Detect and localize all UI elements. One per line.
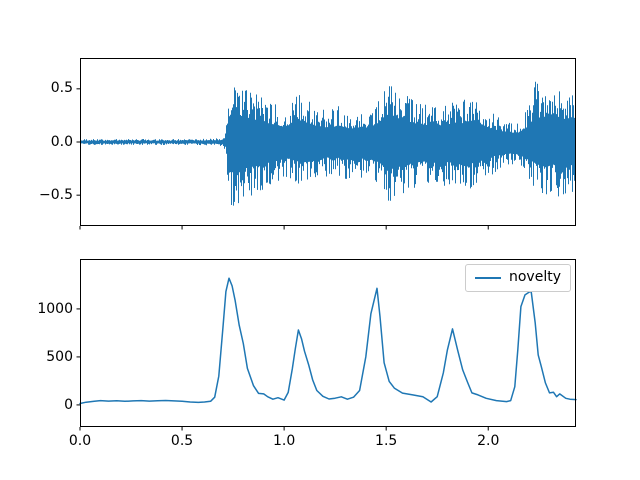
y-tick-label: 0 bbox=[64, 397, 73, 414]
legend-label: novelty bbox=[508, 269, 561, 286]
y-tick-label: −0.5 bbox=[39, 186, 73, 203]
waveform-axes bbox=[76, 57, 576, 230]
waveform-series bbox=[80, 81, 576, 206]
novelty-axes: novelty bbox=[76, 259, 577, 431]
waveform-plot bbox=[76, 57, 576, 230]
y-tick-label: 1000 bbox=[37, 301, 73, 318]
y-tick-label: 500 bbox=[46, 349, 73, 366]
x-tick-label: 1.0 bbox=[272, 433, 296, 450]
x-tick-label: 1.5 bbox=[375, 433, 398, 450]
novelty-line-swatch bbox=[474, 276, 501, 279]
axes-frame bbox=[80, 57, 576, 226]
x-tick-label: 0.5 bbox=[170, 433, 194, 450]
axes-frame bbox=[80, 259, 576, 428]
x-tick-label: 0.0 bbox=[68, 433, 92, 450]
novelty-plot bbox=[76, 259, 577, 431]
y-tick-label: 0.0 bbox=[50, 133, 73, 150]
legend: novelty bbox=[464, 264, 571, 292]
novelty-series bbox=[79, 277, 577, 405]
y-tick-label: 0.5 bbox=[50, 80, 73, 97]
x-tick-label: 2.0 bbox=[477, 433, 500, 450]
